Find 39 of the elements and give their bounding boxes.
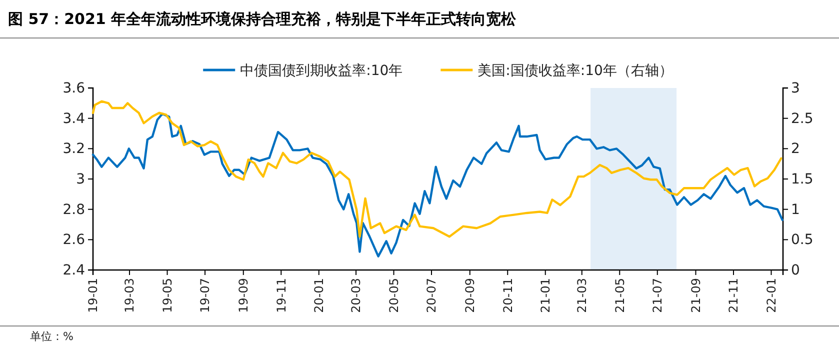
y2-tick-label: 3 [791, 80, 800, 96]
y-tick-label: 3.6 [62, 80, 86, 96]
x-tick-label: 19-05 [160, 278, 174, 313]
x-tick-label: 20-07 [424, 278, 439, 313]
x-tick-label: 21-05 [612, 278, 627, 313]
y-tick-label: 2.8 [62, 202, 85, 218]
y2-tick-label: 1.5 [791, 171, 814, 188]
x-tick-label: 19-01 [86, 278, 100, 313]
x-tick-label: 21-03 [575, 278, 590, 313]
x-tick-label: 22-01 [764, 278, 778, 313]
y2-tick-label: 0.5 [791, 232, 814, 248]
y2-tick-label: 1 [791, 202, 800, 218]
x-tick-label: 21-07 [650, 278, 665, 313]
x-tick-label: 21-09 [688, 278, 703, 313]
line-series [92, 112, 784, 258]
legend-label: 中债国债到期收益率:10年 [240, 62, 403, 79]
x-tick-label: 19-07 [198, 278, 212, 313]
legend-label: 美国:国债收益率:10年（右轴） [478, 62, 673, 79]
y-tick-label: 3.4 [62, 110, 86, 127]
line-series [92, 100, 782, 238]
x-tick-label: 20-05 [386, 278, 401, 313]
y-tick-label: 3.2 [62, 141, 85, 158]
x-tick-label: 21-01 [538, 278, 553, 313]
x-tick-label: 20-03 [349, 278, 364, 313]
y2-tick-label: 2 [791, 141, 800, 158]
x-tick-label: 20-01 [312, 278, 326, 313]
x-tick-label: 21-11 [726, 278, 741, 313]
y-tick-label: 2.4 [62, 262, 86, 278]
chart-title: 图 57：2021 年全年流动性环境保持合理充裕，特别是下半年正式转向宽松 [8, 10, 518, 28]
y-tick-label: 2.6 [62, 232, 86, 248]
x-tick-label: 19-03 [122, 278, 137, 313]
x-tick-label: 20-11 [500, 278, 515, 313]
x-tick-label: 19-11 [274, 278, 288, 313]
y-tick-label: 3 [76, 171, 85, 188]
x-tick-label: 20-09 [463, 278, 478, 313]
text: 单位：% [30, 330, 74, 343]
x-tick-label: 19-09 [236, 278, 251, 313]
y2-tick-label: 0 [791, 262, 800, 278]
y2-tick-label: 2.5 [791, 110, 814, 127]
